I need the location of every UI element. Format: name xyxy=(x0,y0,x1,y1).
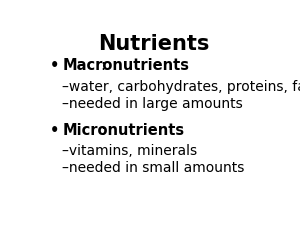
Text: :: : xyxy=(100,58,106,74)
Text: –needed in small amounts: –needed in small amounts xyxy=(62,161,244,175)
Text: –needed in large amounts: –needed in large amounts xyxy=(62,97,243,111)
Text: Micronutrients: Micronutrients xyxy=(63,123,185,137)
Text: Nutrients: Nutrients xyxy=(98,34,209,54)
Text: :: : xyxy=(100,123,106,137)
Text: –vitamins, minerals: –vitamins, minerals xyxy=(62,144,197,158)
Text: Macronutrients: Macronutrients xyxy=(63,58,190,74)
Text: •: • xyxy=(50,123,60,137)
Text: –water, carbohydrates, proteins, fats: –water, carbohydrates, proteins, fats xyxy=(62,80,300,94)
Text: •: • xyxy=(50,58,60,74)
